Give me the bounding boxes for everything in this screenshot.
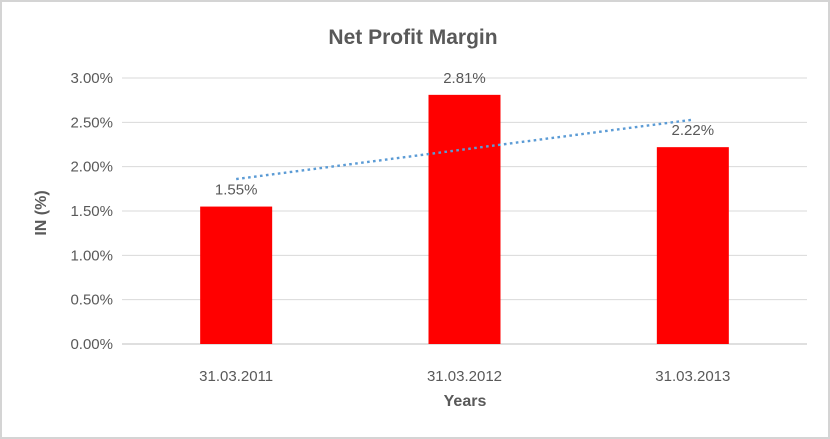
data-label-31.03.2013: 2.22% — [672, 122, 715, 139]
y-tick-label: 0.50% — [70, 292, 113, 309]
x-axis-title: Years — [444, 393, 487, 410]
x-tick-label-31.03.2013: 31.03.2013 — [655, 368, 730, 385]
y-tick-label: 3.00% — [70, 70, 113, 87]
y-axis-title: IN (%) — [33, 190, 50, 235]
trendline — [236, 118, 693, 181]
y-tick-label: 0.00% — [70, 336, 113, 353]
y-tick-label: 1.00% — [70, 247, 113, 264]
y-tick-label: 2.00% — [70, 159, 113, 176]
x-tick-label-31.03.2012: 31.03.2012 — [427, 368, 502, 385]
bar-31.03.2012 — [428, 94, 501, 344]
x-tick-label-31.03.2011: 31.03.2011 — [199, 368, 273, 385]
bar-31.03.2011 — [200, 206, 273, 344]
bar-series — [200, 94, 729, 344]
y-axis-tick-labels: 0.00% 0.50% 1.00% 1.50% 2.00% 2.50% 3.00% — [70, 70, 113, 353]
data-label-31.03.2012: 2.81% — [443, 70, 486, 87]
y-tick-label: 2.50% — [70, 114, 113, 131]
chart-title: Net Profit Margin — [328, 26, 497, 49]
y-tick-label: 1.50% — [70, 203, 113, 220]
data-labels: 1.55% 2.81% 2.22% — [215, 70, 714, 199]
bar-31.03.2013 — [656, 147, 729, 344]
x-axis-tick-labels: 31.03.2011 31.03.2012 31.03.2013 — [199, 368, 730, 385]
data-label-31.03.2011: 1.55% — [215, 182, 258, 199]
